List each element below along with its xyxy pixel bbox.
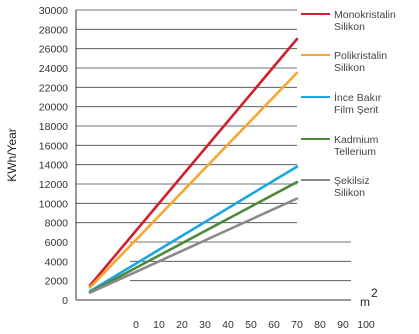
x-tick-label: 60	[268, 319, 280, 331]
series-line	[88, 71, 299, 289]
y-axis-label: KWh/Year	[5, 128, 19, 182]
series-line	[88, 180, 299, 294]
legend-label: Tellerium	[334, 146, 376, 158]
y-tick-label: 22000	[39, 82, 68, 94]
legend: MonokristalinSilikonPolikristalinSilikon…	[301, 9, 396, 199]
x-tick-label: 0	[133, 319, 139, 331]
legend-label: Silikon	[334, 21, 365, 33]
legend-label: Silikon	[334, 62, 365, 74]
legend-label: Şekilsiz	[334, 175, 370, 187]
legend-label: Polikristalin	[334, 50, 387, 62]
legend-label: Monokristalin	[334, 9, 396, 21]
x-tick-label: 20	[176, 319, 188, 331]
y-tick-label: 16000	[39, 140, 68, 152]
y-tick-label: 26000	[39, 44, 68, 56]
y-tick-label: 14000	[39, 160, 68, 172]
series-line	[88, 165, 299, 293]
y-tick-label: 8000	[45, 218, 69, 230]
x-tick-label: 100	[357, 319, 375, 331]
x-tick-label: 10	[153, 319, 165, 331]
y-tick-label: 18000	[39, 121, 68, 133]
x-tick-label: 50	[245, 319, 257, 331]
legend-label: Film Şerit	[334, 104, 378, 116]
x-tick-labels: 0 10 20 30 40 50 60 70 80 90 100	[133, 319, 375, 331]
y-tick-label: 10000	[39, 198, 68, 210]
y-tick-label: 6000	[45, 237, 69, 249]
series-line	[88, 197, 299, 295]
x-axis-label: m	[360, 295, 370, 309]
x-tick-label: 90	[337, 319, 349, 331]
grid-lines	[76, 9, 351, 282]
y-tick-label: 24000	[39, 63, 68, 75]
legend-label: İnce Bakır	[334, 91, 382, 104]
x-axis-label-superscript: 2	[371, 286, 378, 300]
x-tick-label: 80	[314, 319, 326, 331]
y-tick-label: 30000	[39, 5, 68, 17]
series-line	[88, 37, 299, 287]
y-tick-labels: 3000028000260002400022000200001800016000…	[39, 5, 68, 307]
y-tick-label: 28000	[39, 24, 68, 36]
y-tick-label: 12000	[39, 179, 68, 191]
x-tick-label: 40	[222, 319, 234, 331]
series-lines	[88, 37, 299, 295]
x-tick-label: 70	[291, 319, 303, 331]
x-tick-label: 30	[199, 319, 211, 331]
axes	[75, 10, 351, 301]
legend-label: Silikon	[334, 187, 365, 199]
y-tick-label: 0	[62, 295, 68, 307]
y-tick-label: 4000	[45, 256, 69, 268]
y-tick-label: 20000	[39, 102, 68, 114]
y-tick-label: 2000	[45, 276, 69, 288]
legend-label: Kadmium	[334, 134, 379, 146]
